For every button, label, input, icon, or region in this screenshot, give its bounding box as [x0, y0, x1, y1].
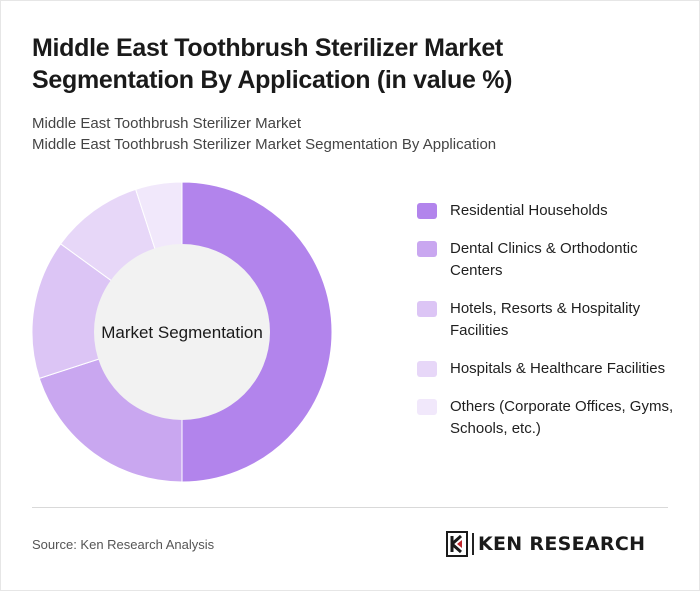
chart-title: Middle East Toothbrush Sterilizer Market… — [32, 34, 513, 94]
ken-logo-icon — [446, 531, 468, 557]
donut-center — [94, 244, 270, 420]
legend-item-5: Others (Corporate Offices, Gyms, Schools… — [417, 396, 677, 440]
legend-label-2: Dental Clinics & Orthodontic Centers — [450, 240, 638, 279]
legend-swatch-2 — [417, 241, 437, 257]
legend-item-1: Residential Households — [417, 200, 677, 222]
logo-text: KEN RESEARCH — [478, 533, 646, 555]
chart-subtitle: Middle East Toothbrush Sterilizer Market… — [32, 113, 652, 155]
legend-item-2: Dental Clinics & Orthodontic Centers — [417, 238, 677, 282]
legend-item-3: Hotels, Resorts & Hospitality Facilities — [417, 298, 677, 342]
legend-swatch-1 — [417, 203, 437, 219]
subtitle-line-2: Middle East Toothbrush Sterilizer Market… — [32, 136, 497, 153]
legend-swatch-3 — [417, 301, 437, 317]
legend-label-1: Residential Households — [450, 202, 608, 219]
footer-divider — [32, 507, 668, 508]
chart-legend: Residential Households Dental Clinics & O… — [417, 200, 677, 456]
legend-label-5: Others (Corporate Offices, Gyms, Schools… — [450, 398, 674, 437]
subtitle-line-1: Middle East Toothbrush Sterilizer Market — [32, 115, 302, 132]
legend-item-4: Hospitals & Healthcare Facilities — [417, 358, 677, 380]
legend-label-3: Hotels, Resorts & Hospitality Facilities — [450, 300, 641, 339]
source-note: Source: Ken Research Analysis — [32, 537, 215, 552]
donut-center-label: Market Segmentation — [101, 323, 263, 342]
legend-swatch-5 — [417, 399, 437, 415]
donut-chart: Market Segmentation — [31, 181, 333, 483]
legend-label-4: Hospitals & Healthcare Facilities — [450, 360, 666, 377]
logo-separator — [472, 533, 474, 555]
legend-swatch-4 — [417, 361, 437, 377]
ken-research-logo: KEN RESEARCH — [446, 531, 645, 557]
